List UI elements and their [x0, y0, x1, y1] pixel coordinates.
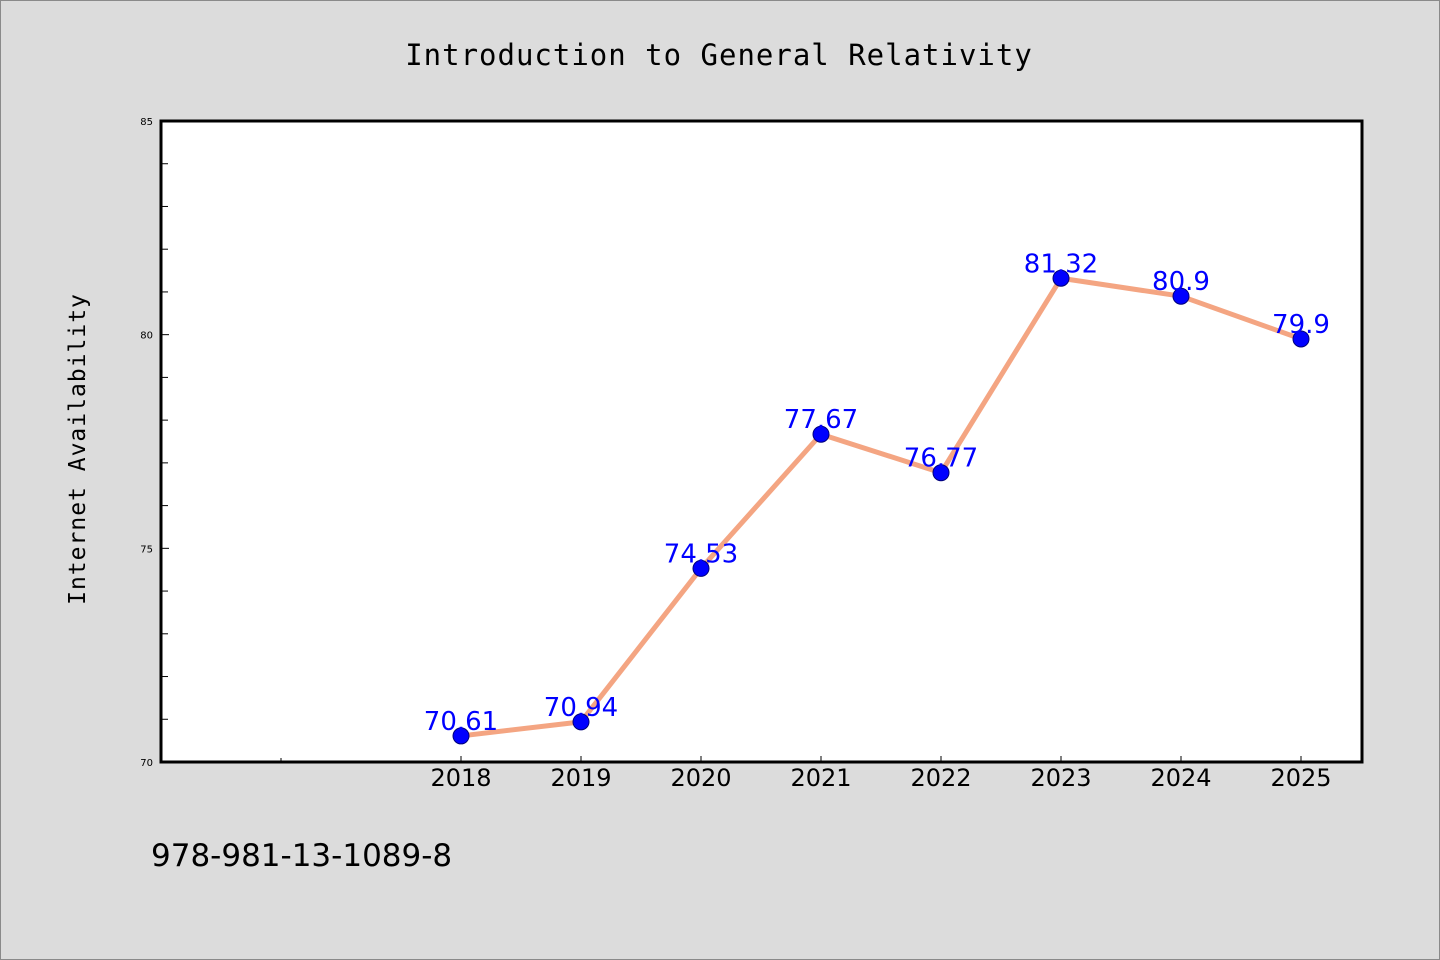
data-point	[1052, 269, 1070, 287]
data-point	[1172, 287, 1190, 305]
y-tick-label: 70	[140, 758, 153, 769]
isbn-text: 978-981-13-1089-8	[151, 838, 452, 874]
data-point	[932, 464, 950, 482]
data-label: 70.94	[544, 693, 618, 723]
y-tick-label: 75	[140, 544, 153, 555]
y-axis-label: Internet Availability	[65, 293, 91, 605]
plot-frame	[159, 119, 1364, 764]
series-markers	[452, 269, 1310, 745]
data-point	[692, 559, 710, 577]
data-label: 70.61	[424, 707, 498, 737]
x-tick-label: 2020	[670, 764, 731, 792]
chart-title: Introduction to General Relativity	[405, 38, 1033, 72]
data-label: 76.77	[904, 444, 978, 474]
y-tick-label: 85	[140, 117, 153, 128]
data-point	[572, 713, 590, 731]
x-tick-label: 2024	[1150, 764, 1211, 792]
data-label: 77.67	[784, 405, 858, 435]
x-axis-ticks: 2018 2019 2020 2021 2022 2023 2024 2025	[430, 756, 1332, 792]
x-tick-label: 2023	[1030, 764, 1091, 792]
x-tick-label: 2022	[910, 764, 971, 792]
x-tick-label: 2021	[790, 764, 851, 792]
data-point	[452, 727, 470, 745]
data-label: 79.9	[1272, 310, 1330, 340]
data-label: 81.32	[1024, 249, 1098, 279]
data-labels: 70.61 70.94 74.53 77.67 76.77 81.32 80.9 79.9	[424, 249, 1330, 737]
data-point	[812, 425, 830, 443]
data-label: 74.53	[664, 539, 738, 569]
plot-area	[161, 121, 1362, 762]
y-tick-label: 80	[140, 331, 153, 342]
data-label: 80.9	[1152, 267, 1210, 297]
x-tick-label: 2018	[430, 764, 491, 792]
x-tick-label: 2019	[550, 764, 611, 792]
data-point	[1292, 330, 1310, 348]
series-line	[460, 275, 1302, 739]
x-tick-label: 2025	[1270, 764, 1331, 792]
